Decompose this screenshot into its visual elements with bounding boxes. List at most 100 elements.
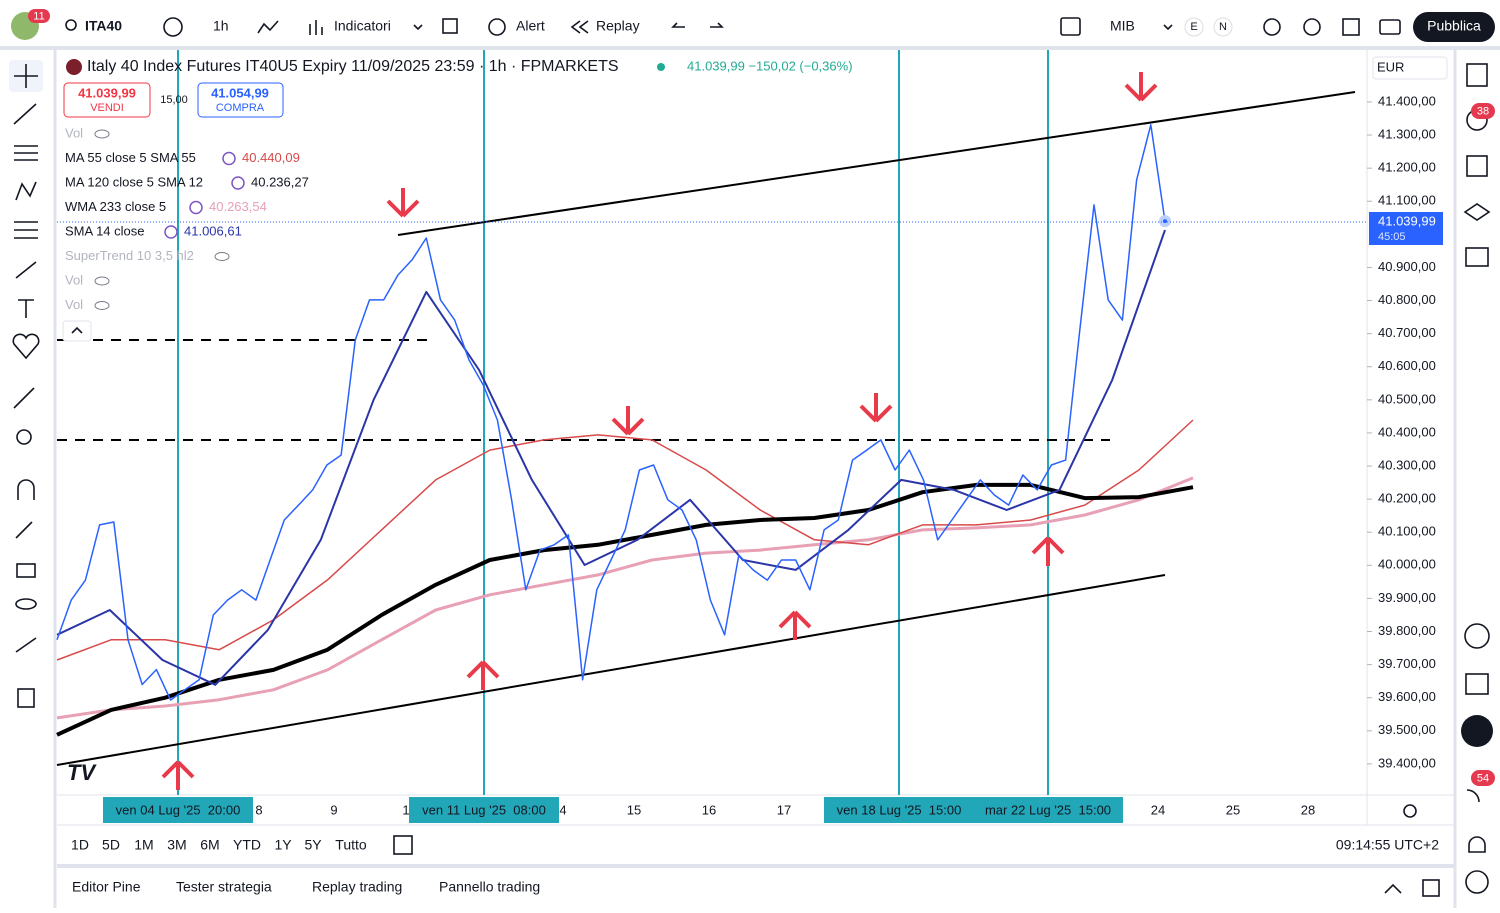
x-tick-label: 4 [559,802,566,817]
market-status [657,63,665,71]
e-label[interactable]: E [1190,21,1197,33]
sell-label[interactable]: VENDI [90,102,124,114]
indicator-name: Vol [65,272,83,287]
y-tick-label: 40.600,00 [1378,358,1436,373]
replay-button[interactable]: Replay [596,18,640,34]
x-tick-label: 1 [402,802,409,817]
range-button[interactable]: 1Y [274,837,292,853]
indicator-name: SuperTrend 10 3,5 hl2 [65,248,194,263]
y-tick-label: 39.700,00 [1378,656,1436,671]
badge [1471,103,1495,119]
indicator-value: 40.440,09 [242,150,300,165]
buy-button[interactable] [197,82,284,118]
redo[interactable] [710,22,724,28]
sell-button[interactable] [63,82,151,118]
bottom-tab[interactable]: Replay trading [312,879,402,895]
range-button[interactable]: 1D [71,837,89,853]
y-tick-label: 40.300,00 [1378,457,1436,472]
undo[interactable] [671,22,685,28]
symbol[interactable]: ITA40 [85,18,122,34]
x-tick-label: mar 22 Lug '25 15:00 [985,802,1111,817]
drawing-tools[interactable] [9,60,43,708]
dropdown[interactable] [413,24,423,31]
signal-arrows [161,72,1158,790]
fullscreen-icon[interactable] [1342,18,1360,36]
publish-label[interactable]: Pubblica [1427,18,1481,34]
price-tag [1369,212,1443,245]
icon[interactable] [1263,18,1281,36]
bottom-tab[interactable]: Editor Pine [72,879,141,895]
badge-text: 11 [33,10,44,22]
alert-button[interactable]: Alert [516,18,545,34]
collapse-button[interactable] [62,320,92,342]
hidden-icon [94,301,110,310]
side-panel-icons[interactable] [1463,63,1491,894]
x-tick-label: 8 [255,802,262,817]
y-tick-label: 40.400,00 [1378,424,1436,439]
settings-icon[interactable] [1303,18,1321,36]
camera-icon[interactable] [1379,19,1401,35]
buy-label[interactable]: COMPRA [216,102,265,114]
badge-text: 54 [1477,772,1489,784]
indicator-value: 40.263,54 [209,199,267,214]
currency-select[interactable] [1372,56,1448,80]
collapse-icon[interactable] [1384,883,1402,894]
range-button[interactable]: Tutto [335,837,367,853]
range-button[interactable]: 5D [102,837,120,853]
apps-button[interactable] [1461,715,1493,747]
publish-button[interactable] [1413,12,1495,42]
range-button[interactable]: 1M [134,837,153,853]
x-tick-label: 24 [1151,802,1165,817]
hidden-icon [214,252,230,261]
x-label-highlight [103,797,253,823]
n-badge [1213,17,1233,37]
collapse-icon [71,326,83,334]
add-icon[interactable] [163,17,183,37]
search-icon [65,19,77,31]
checkbox[interactable] [1060,17,1081,36]
vertical-lines [177,50,1049,795]
indicator-name: SMA 14 close [65,223,145,238]
countdown: 45:05 [1378,231,1406,243]
n-label[interactable]: N [1219,21,1227,33]
range-button[interactable]: YTD [233,837,261,853]
y-tick-label: 40.900,00 [1378,259,1436,274]
range-button[interactable]: 5Y [304,837,322,853]
y-tick-label: 40.100,00 [1378,524,1436,539]
legend-title: Italy 40 Index Futures IT40U5 Expiry 11/… [87,58,619,75]
x-tick-label: 16 [702,802,716,817]
maximize-icon[interactable] [1422,879,1440,897]
y-tick-label: 39.500,00 [1378,722,1436,737]
axis-settings[interactable] [1403,804,1417,818]
layout-icon[interactable] [442,18,458,34]
y-tick-label: 41.100,00 [1378,193,1436,208]
date-range-icon[interactable] [393,835,413,855]
indicator-icon [222,151,236,166]
indicator-icon [164,225,178,239]
chart-type-icon[interactable] [257,20,279,34]
buy-price[interactable]: 41.054,99 [211,85,269,100]
x-tick-label: 17 [777,802,791,817]
indicator-name: MA 120 close 5 SMA 12 [65,174,203,189]
dropdown[interactable] [1163,24,1173,31]
currency[interactable]: EUR [1377,59,1404,74]
bottom-tab[interactable]: Tester strategia [176,879,272,895]
interval[interactable]: 1h [213,18,229,34]
indicator-name: Vol [65,297,83,312]
y-tick-label: 39.800,00 [1378,623,1436,638]
badge-text: 38 [1477,105,1489,117]
exchange[interactable]: MIB [1110,18,1135,34]
indicators-button[interactable]: Indicatori [334,18,391,34]
bottom-tab[interactable]: Pannello trading [439,879,540,895]
logo: TV [67,760,97,785]
series-line [56,482,1194,737]
range-button[interactable]: 6M [200,837,219,853]
x-tick-label: 15 [627,802,641,817]
x-tick-label: ven 11 Lug '25 08:00 [422,802,546,817]
sell-price[interactable]: 41.039,99 [78,85,136,100]
range-button[interactable]: 3M [167,837,186,853]
hidden-icon [94,276,110,286]
y-tick-label: 39.900,00 [1378,590,1436,605]
series-line [56,476,1194,720]
clock: 09:14:55 UTC+2 [1336,837,1439,853]
